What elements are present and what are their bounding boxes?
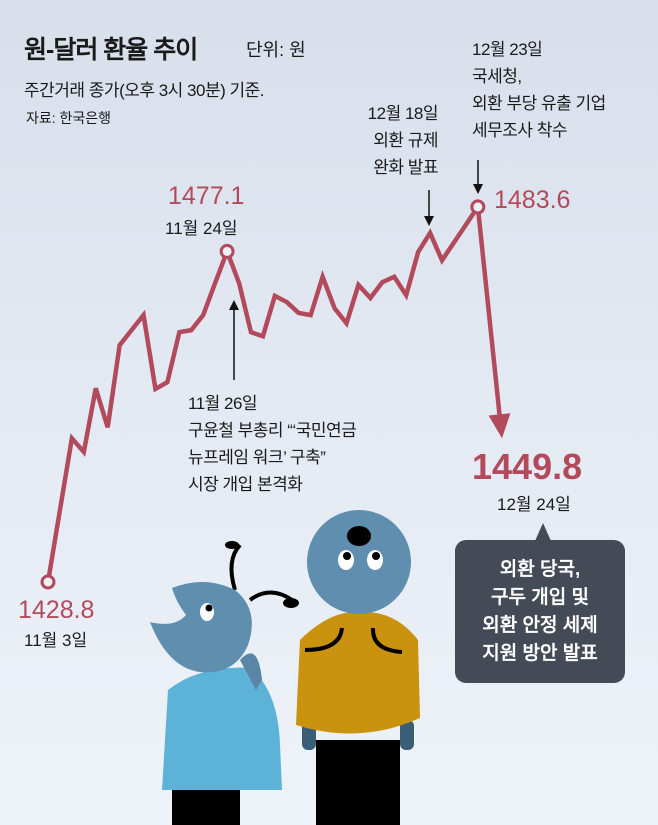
date-label-peak1: 11월 24일 — [165, 219, 238, 238]
annotation-line: 완화 발표 — [373, 158, 438, 177]
callout-line: 외환 안정 세제 — [482, 614, 598, 636]
annotation-line: 외환 부당 유출 기업 — [472, 94, 606, 113]
marker-point — [219, 243, 235, 259]
annotation-line: 외환 규제 — [373, 131, 438, 150]
annotation-line: 구윤철 부총리 “‘국민연금 — [188, 421, 357, 440]
callout-line: 지원 방안 발표 — [482, 642, 598, 664]
value-label-peak2: 1483.6 — [494, 186, 571, 214]
annotation-line: 12월 18일 — [367, 104, 439, 123]
character-left-illustration — [150, 541, 299, 825]
unit-label: 단위: 원 — [246, 40, 306, 60]
annotation-12-23: 12월 23일 국세청, 외환 부당 유출 기업 세무조사 착수 — [472, 36, 606, 144]
arrow-12-23 — [473, 160, 483, 194]
series-line — [45, 200, 503, 583]
arrow-11-26 — [229, 300, 239, 380]
date-label-start: 11월 3일 — [24, 631, 88, 650]
illustration-characters — [150, 510, 420, 825]
subtitle: 주간거래 종가(오후 3시 30분) 기준. — [24, 81, 264, 100]
annotation-line: 12월 23일 — [472, 40, 543, 59]
annotation-line: 11월 26일 — [188, 394, 258, 413]
annotation-line: 세무조사 착수 — [472, 121, 568, 140]
annotation-line: 뉴프레임 워크’ 구축” — [188, 448, 326, 467]
value-label-peak1: 1477.1 — [168, 182, 245, 210]
marker-point — [40, 574, 56, 590]
source-label: 자료: 한국은행 — [26, 110, 112, 126]
annotation-12-18: 12월 18일 외환 규제 완화 발표 — [330, 100, 439, 181]
arrowhead-end — [488, 413, 511, 439]
annotation-arrows — [229, 160, 483, 380]
annotation-line: 국세청, — [472, 67, 522, 86]
marker-point — [470, 199, 486, 215]
annotation-line: 시장 개입 본격화 — [188, 475, 303, 494]
callout-bubble: 외환 당국, 구두 개입 및 외환 안정 세제 지원 방안 발표 — [455, 523, 625, 683]
date-label-end: 12월 24일 — [497, 495, 571, 514]
callout-line: 외환 당국, — [499, 558, 581, 580]
series-group — [40, 199, 511, 590]
arrow-12-18 — [424, 190, 434, 226]
annotation-11-26: 11월 26일 구윤철 부총리 “‘국민연금 뉴프레임 워크’ 구축” 시장 개… — [188, 390, 357, 498]
character-right-illustration — [296, 510, 420, 825]
value-label-end: 1449.8 — [472, 446, 583, 487]
value-label-start: 1428.8 — [18, 596, 95, 624]
chart-title: 원-달러 환율 추이 — [24, 36, 198, 64]
callout-line: 구두 개입 및 — [491, 586, 589, 608]
